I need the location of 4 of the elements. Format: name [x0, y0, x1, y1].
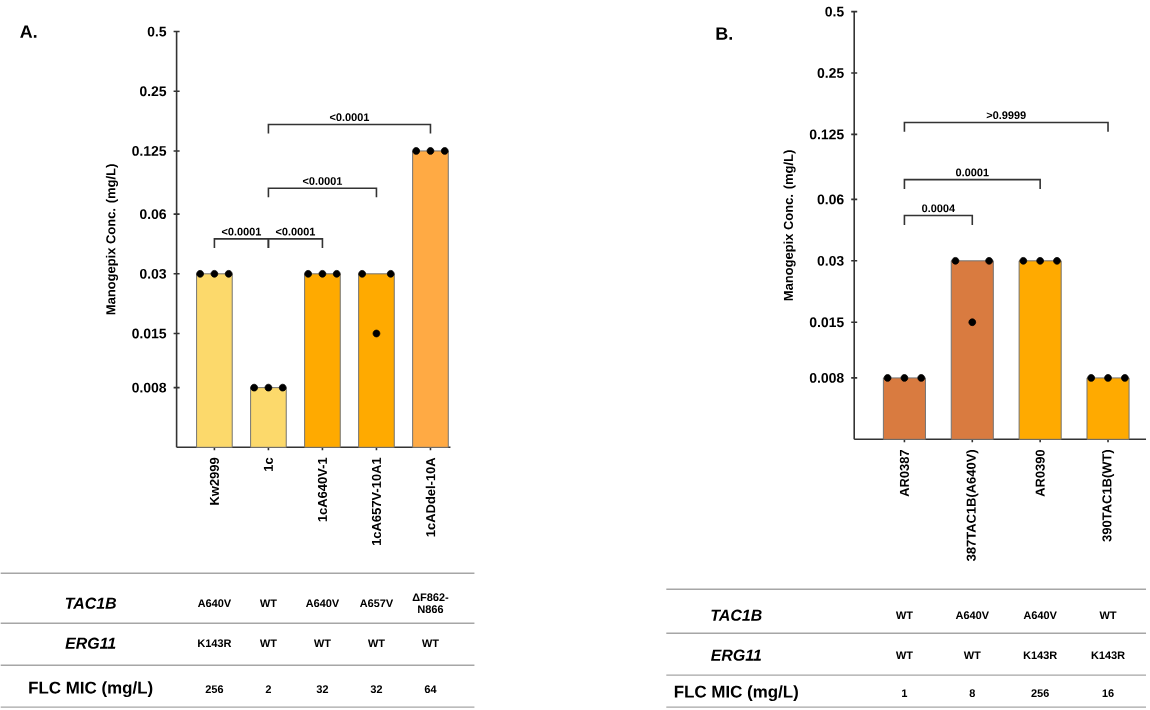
text: FLC MIC (mg/L): [29, 681, 153, 698]
text: A.: [20, 25, 37, 39]
text: FLC MIC (mg/L): [674, 685, 798, 702]
text: B.: [716, 27, 732, 41]
